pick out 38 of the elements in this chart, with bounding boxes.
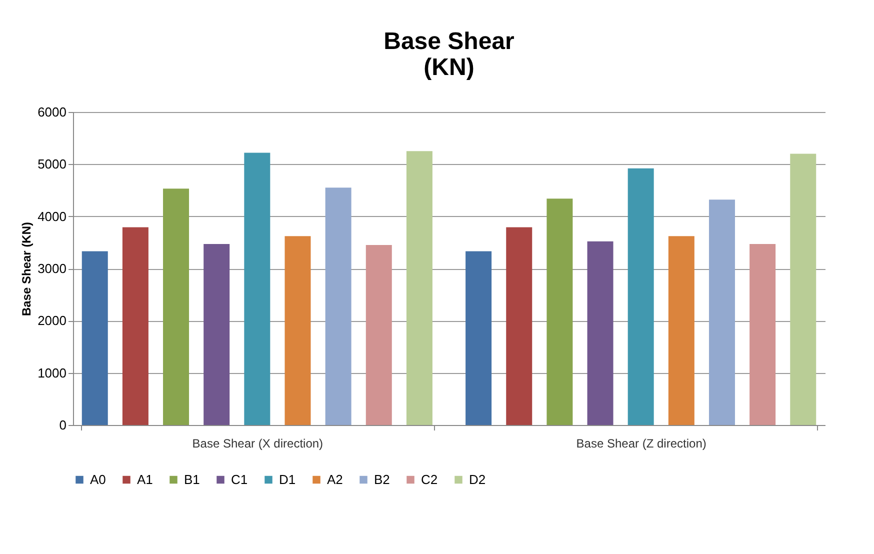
chart-title: Base Shear (KN) (384, 28, 514, 81)
legend-label: B1 (184, 472, 200, 487)
bar (406, 151, 432, 425)
bar (750, 244, 776, 425)
bar (708, 200, 735, 425)
bar (284, 236, 311, 425)
legend-label: C1 (231, 472, 248, 487)
bar (546, 198, 573, 425)
y-axis-title: Base Shear (KN) (20, 222, 34, 316)
legend-label: A0 (90, 472, 106, 487)
bar (82, 251, 108, 425)
x-tick-label: Base Shear (X direction) (192, 436, 324, 450)
bar (122, 227, 148, 425)
y-tick-label: 3000 (38, 261, 66, 276)
bar (466, 251, 492, 425)
bar (587, 241, 614, 425)
bar (790, 154, 816, 425)
y-tick-label: 0 (59, 418, 66, 432)
legend-label: C2 (421, 472, 438, 487)
bar (325, 188, 352, 425)
bar (163, 188, 190, 425)
legend-label: D2 (469, 472, 486, 487)
y-tick-label: 2000 (38, 313, 66, 328)
y-tick-label: 6000 (38, 104, 66, 120)
legend-label: B2 (374, 472, 390, 487)
bar (204, 244, 230, 425)
bar (244, 152, 270, 425)
y-tick-label: 4000 (38, 208, 66, 224)
legend-label: D1 (279, 472, 296, 487)
legend-label: A2 (327, 472, 343, 487)
bar (366, 245, 392, 425)
y-tick-label: 1000 (38, 365, 66, 380)
legend-label: A1 (137, 472, 153, 487)
bar (628, 168, 654, 425)
bar (506, 227, 532, 425)
bar (668, 236, 694, 425)
x-tick-label: Base Shear (Z direction) (576, 436, 706, 450)
y-tick-label: 5000 (38, 156, 66, 172)
